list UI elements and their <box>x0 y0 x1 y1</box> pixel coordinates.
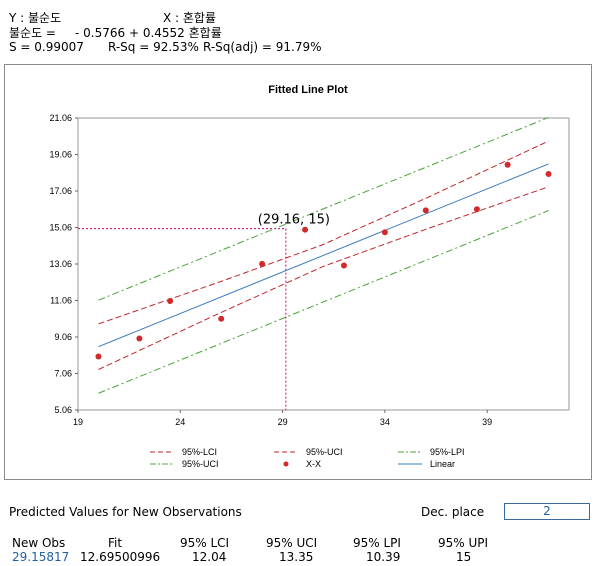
y-variable-label: Y : 불순도 <box>9 11 62 25</box>
s-statistic: S = 0.99007 <box>9 40 84 54</box>
upper-confidence-band <box>98 140 549 325</box>
header-95-lci: 95% LCI <box>180 536 230 550</box>
data-point <box>302 226 309 233</box>
value-new-obs: 29.15817 <box>12 550 70 564</box>
chart-title: Fitted Line Plot <box>268 84 348 96</box>
header-fit: Fit <box>108 536 123 550</box>
legend-label: 95%-UCI <box>306 447 343 457</box>
equation-lhs: 불순도 = <box>9 26 56 40</box>
y-tick-label: 17.06 <box>49 186 72 196</box>
x-tick-label: 24 <box>175 417 185 427</box>
lower-prediction-band <box>98 210 549 394</box>
lower-confidence-band <box>98 186 549 370</box>
legend-label: Linear <box>430 459 455 469</box>
chart-frame <box>4 64 592 480</box>
point-annotation: (29.16, 15) <box>258 213 330 228</box>
data-point <box>340 262 347 269</box>
y-tick-label: 9.06 <box>54 332 72 342</box>
decimal-place-label: Dec. place <box>421 505 485 519</box>
header-95-uci: 95% UCI <box>266 536 318 550</box>
plot-area <box>77 117 570 411</box>
r-squared: R-Sq = 92.53% <box>108 40 199 54</box>
value-95-lci: 12.04 <box>192 550 227 564</box>
upper-prediction-band <box>98 116 549 301</box>
y-tick-label: 5.06 <box>54 405 72 415</box>
legend-label: 95%-LPI <box>430 447 465 457</box>
decimal-place-input[interactable]: 2 <box>504 503 590 520</box>
value-fit: 12.69500996 <box>80 550 161 564</box>
x-tick-label: 29 <box>278 417 288 427</box>
predicted-values-title: Predicted Values for New Observations <box>9 505 242 519</box>
legend-label: 95%-LCI <box>182 447 217 457</box>
y-tick-label: 13.06 <box>49 259 72 269</box>
data-point <box>167 298 174 305</box>
data-point <box>545 171 552 178</box>
x-tick-label: 34 <box>380 417 390 427</box>
header-95-lpi: 95% LPI <box>353 536 401 550</box>
y-tick-label: 19.06 <box>49 150 72 160</box>
header-new-obs: New Obs <box>12 536 66 550</box>
data-point <box>381 229 388 236</box>
data-point <box>259 260 266 267</box>
y-tick-label: 11.06 <box>50 296 72 306</box>
data-point <box>136 335 143 342</box>
fitted-regression-line <box>98 163 549 348</box>
y-tick-label: 21.06 <box>49 113 72 123</box>
data-point <box>473 206 480 213</box>
equation-rhs: - 0.5766 + 0.4552 혼합률 <box>75 26 222 40</box>
data-point <box>95 353 102 360</box>
legend-label: X-X <box>306 459 321 469</box>
y-tick-label: 7.06 <box>54 369 72 379</box>
value-95-upi: 15 <box>456 550 472 564</box>
y-tick-label: 15.06 <box>49 223 72 233</box>
legend-swatch-point <box>283 461 289 467</box>
x-tick-label: 19 <box>73 417 83 427</box>
legend-label: 95%-UCI <box>182 459 219 469</box>
x-variable-label: X : 혼합률 <box>163 11 217 25</box>
data-point <box>218 315 225 322</box>
header-95-upi: 95% UPI <box>438 536 489 550</box>
value-95-uci: 13.35 <box>279 550 314 564</box>
r-squared-adj: R-Sq(adj) = 91.79% <box>203 40 322 54</box>
value-95-lpi: 10.39 <box>366 550 401 564</box>
x-tick-label: 39 <box>482 417 492 427</box>
data-point <box>422 207 429 214</box>
data-point <box>504 161 511 168</box>
